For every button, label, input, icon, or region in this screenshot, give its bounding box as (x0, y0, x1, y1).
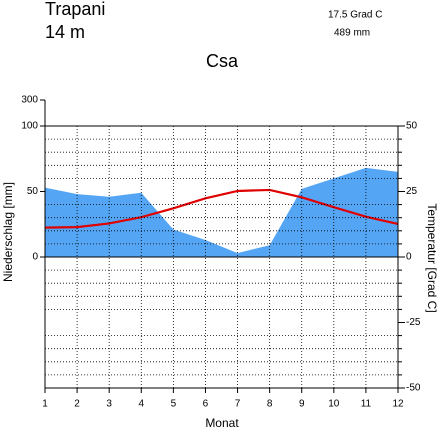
y-tick-label: 50 (27, 186, 39, 197)
x-tick-label: 5 (171, 399, 177, 410)
y2-tick-label: -50 (406, 383, 421, 394)
y2-tick-label: -25 (406, 317, 421, 328)
x-tick-label: 10 (328, 399, 340, 410)
y-tick-label: 300 (21, 95, 38, 106)
x-tick-label: 1 (42, 399, 48, 410)
annual-precipitation: 489 mm (334, 28, 370, 39)
y-axis-label: Niederschlag [mm] (1, 182, 15, 282)
y2-tick-label: 25 (406, 186, 418, 197)
x-tick-label: 9 (299, 399, 305, 410)
x-tick-label: 7 (235, 399, 241, 410)
chart-title: Csa (206, 51, 239, 71)
y2-tick-label: 0 (406, 252, 412, 263)
mean-temperature: 17.5 Grad C (328, 10, 382, 21)
x-tick-label: 12 (392, 399, 404, 410)
x-tick-label: 11 (361, 399, 372, 410)
x-tick-label: 3 (106, 399, 112, 410)
precipitation-area (45, 167, 398, 257)
y-tick-label: 100 (21, 121, 38, 132)
x-tick-label: 8 (267, 399, 273, 410)
y2-axis-label: Temperatur [Grad C] (425, 203, 439, 312)
x-tick-label: 4 (138, 399, 144, 410)
temperature-line (44, 188, 399, 229)
x-tick-label: 6 (203, 399, 209, 410)
x-tick-label: 2 (74, 399, 80, 410)
station: Trapani (45, 0, 105, 19)
y2-tick-label: 50 (406, 121, 418, 132)
x-axis-label: Monat (205, 416, 239, 430)
y-tick-label: 0 (32, 252, 38, 263)
elevation: 14 m (45, 22, 85, 42)
